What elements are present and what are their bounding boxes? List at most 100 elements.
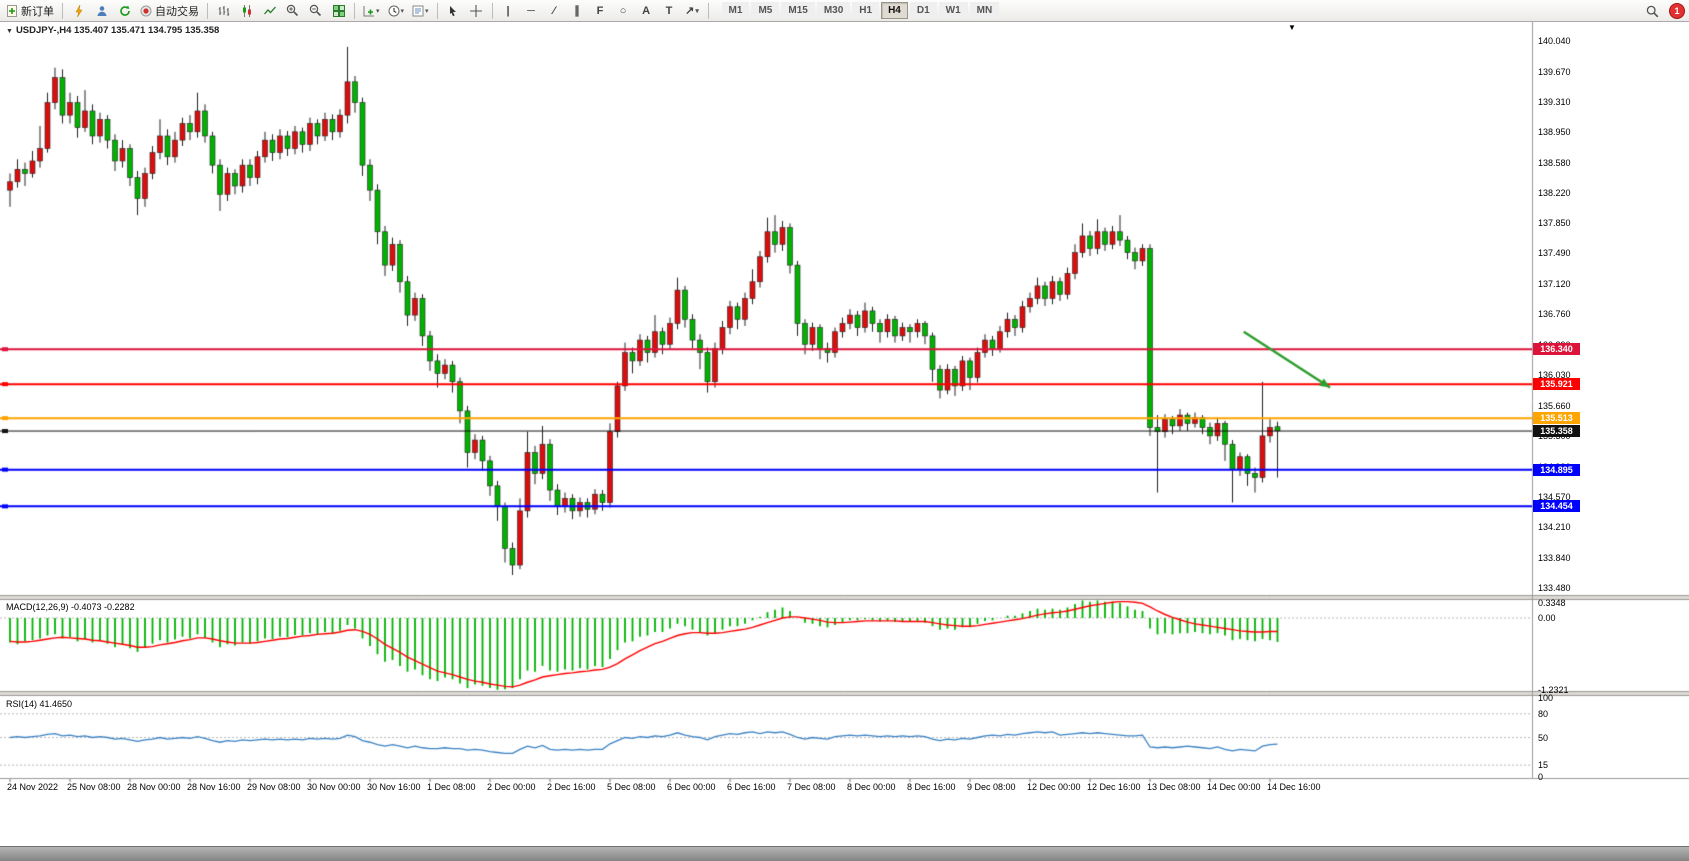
rsi-indicator-label: RSI(14) 41.4650 (6, 699, 73, 709)
time-axis-label: 12 Dec 00:00 (1027, 782, 1081, 792)
zoom-in-icon (286, 4, 299, 17)
toolbar: 新订单 自动交易 ▾ ▾ ▾ (0, 0, 1689, 22)
indicators-button[interactable]: ▾ (360, 1, 383, 20)
bar-chart-button[interactable] (213, 1, 234, 20)
price-axis-label: 140.040 (1538, 35, 1571, 46)
timeframe-m1-button[interactable]: M1 (721, 2, 750, 19)
toolbar-separator (436, 2, 438, 19)
price-axis-label: 137.850 (1538, 218, 1571, 229)
tile-windows-button[interactable] (328, 1, 349, 20)
timeframe-mn-button[interactable]: MN (969, 2, 1000, 19)
clock-icon (388, 5, 400, 16)
zoom-out-icon (309, 4, 322, 17)
time-axis-label: 12 Dec 16:00 (1087, 782, 1141, 792)
cursor-button[interactable] (443, 1, 464, 20)
price-axis-label: 133.840 (1538, 552, 1571, 563)
price-tag: 135.358 (1533, 425, 1580, 438)
time-axis-label: 28 Nov 00:00 (127, 782, 181, 792)
price-axis-label: 133.480 (1538, 582, 1571, 593)
refresh-button[interactable] (114, 1, 135, 20)
time-axis-label: 8 Dec 00:00 (847, 782, 896, 792)
text-label-tool-button[interactable]: T (659, 1, 680, 20)
drawing-tools-group: | ─ ∕ ∥ F ○ A T ↗ ▾ (497, 1, 704, 20)
equidistant-channel-tool-button[interactable]: ∥ (567, 1, 588, 20)
price-axis-label: 135.660 (1538, 400, 1571, 411)
timeframe-h1-button[interactable]: H1 (852, 2, 880, 19)
time-axis-label: 6 Dec 00:00 (667, 782, 716, 792)
periods-button[interactable]: ▾ (385, 1, 408, 20)
symbol-dropdown-icon[interactable]: ▼ (6, 28, 13, 35)
crosshair-button[interactable] (466, 1, 487, 20)
cursor-icon (450, 5, 457, 16)
price-axis-label: 139.670 (1538, 66, 1571, 77)
macd-axis-label: -1.2321 (1538, 684, 1569, 695)
auto-trading-label: 自动交易 (155, 5, 199, 18)
price-tag: 134.454 (1533, 500, 1580, 513)
line-chart-button[interactable] (259, 1, 280, 20)
new-order-label: 新订单 (21, 5, 54, 18)
indicators-icon (363, 5, 374, 16)
search-button[interactable] (1642, 2, 1663, 21)
arrows-tool-button[interactable]: ↗ ▾ (682, 1, 703, 20)
price-tag: 134.895 (1533, 463, 1580, 476)
toolbar-separator (62, 2, 63, 19)
zoom-out-button[interactable] (305, 1, 326, 20)
chart-window: ▼ USDJPY-,H4 135.407 135.471 134.795 135.… (0, 22, 1689, 802)
auto-trading-button[interactable]: 自动交易 (137, 1, 202, 20)
zoom-in-button[interactable] (282, 1, 303, 20)
price-axis-label: 138.220 (1538, 187, 1571, 198)
timeframe-w1-button[interactable]: W1 (938, 2, 968, 19)
price-axis-label: 139.310 (1538, 96, 1571, 107)
timeframe-m30-button[interactable]: M30 (816, 2, 851, 19)
rsi-axis-label: 80 (1538, 708, 1549, 719)
macd-axis-label: 0.00 (1538, 613, 1556, 623)
timeframe-m15-button[interactable]: M15 (781, 2, 815, 19)
time-axis-label: 6 Dec 16:00 (727, 782, 776, 792)
time-axis-label: 9 Dec 08:00 (967, 782, 1016, 792)
accounts-button[interactable] (91, 1, 112, 20)
chart-canvas[interactable] (0, 22, 1689, 802)
time-axis-label: 2 Dec 00:00 (487, 782, 536, 792)
candlestick-chart-button[interactable] (236, 1, 257, 20)
text-tool-button[interactable]: A (636, 1, 657, 20)
timeframe-d1-button[interactable]: D1 (909, 2, 937, 19)
fibonacci-retracement-tool-button[interactable]: F (590, 1, 611, 20)
chart-shift-marker[interactable]: ▼ (1288, 23, 1296, 32)
toolbar-separator (707, 2, 709, 19)
macd-indicator-label: MACD(12,26,9) -0.4073 -0.2282 (6, 602, 135, 612)
template-icon (412, 5, 424, 16)
rsi-axis-label: 50 (1538, 732, 1549, 743)
trendline-tool-button[interactable]: ∕ (544, 1, 565, 20)
templates-button[interactable]: ▾ (409, 1, 432, 20)
price-axis-label: 138.950 (1538, 126, 1571, 137)
dropdown-caret-icon: ▾ (400, 7, 405, 15)
timeframe-h4-button[interactable]: H4 (881, 2, 908, 19)
new-order-button[interactable]: 新订单 (3, 1, 57, 20)
quick-trade-button[interactable] (68, 1, 89, 20)
timeframe-m5-button[interactable]: M5 (751, 2, 780, 19)
timeframe-toolbar: M1 M5 M15 M30 H1 H4 D1 W1 MN (721, 2, 1001, 19)
horizontal-line-tool-button[interactable]: ─ (521, 1, 542, 20)
ellipse-tool-button[interactable]: ○ (613, 1, 634, 20)
time-axis-label: 1 Dec 08:00 (427, 782, 476, 792)
toolbar-separator (491, 2, 493, 19)
time-axis-label: 14 Dec 16:00 (1267, 782, 1321, 792)
toolbar-separator (207, 2, 208, 19)
candlestick-chart-icon (242, 4, 251, 17)
price-axis-label: 134.210 (1538, 521, 1571, 532)
time-axis-label: 28 Nov 16:00 (187, 782, 241, 792)
dropdown-caret-icon: ▾ (376, 7, 380, 15)
dropdown-caret-icon: ▾ (425, 7, 429, 15)
line-chart-icon (263, 6, 276, 14)
vertical-line-tool-button[interactable]: | (498, 1, 519, 20)
time-axis-label: 25 Nov 08:00 (67, 782, 121, 792)
notification-badge[interactable]: 1 (1669, 3, 1685, 19)
price-axis-label: 137.490 (1538, 248, 1571, 259)
time-axis-label: 14 Dec 00:00 (1207, 782, 1261, 792)
status-bar (0, 846, 1689, 861)
tile-windows-icon (332, 4, 345, 17)
toolbar-right: 1 (1641, 0, 1685, 22)
search-icon (1646, 5, 1659, 17)
lightning-icon (75, 4, 82, 17)
dropdown-caret-icon: ▾ (695, 7, 699, 15)
